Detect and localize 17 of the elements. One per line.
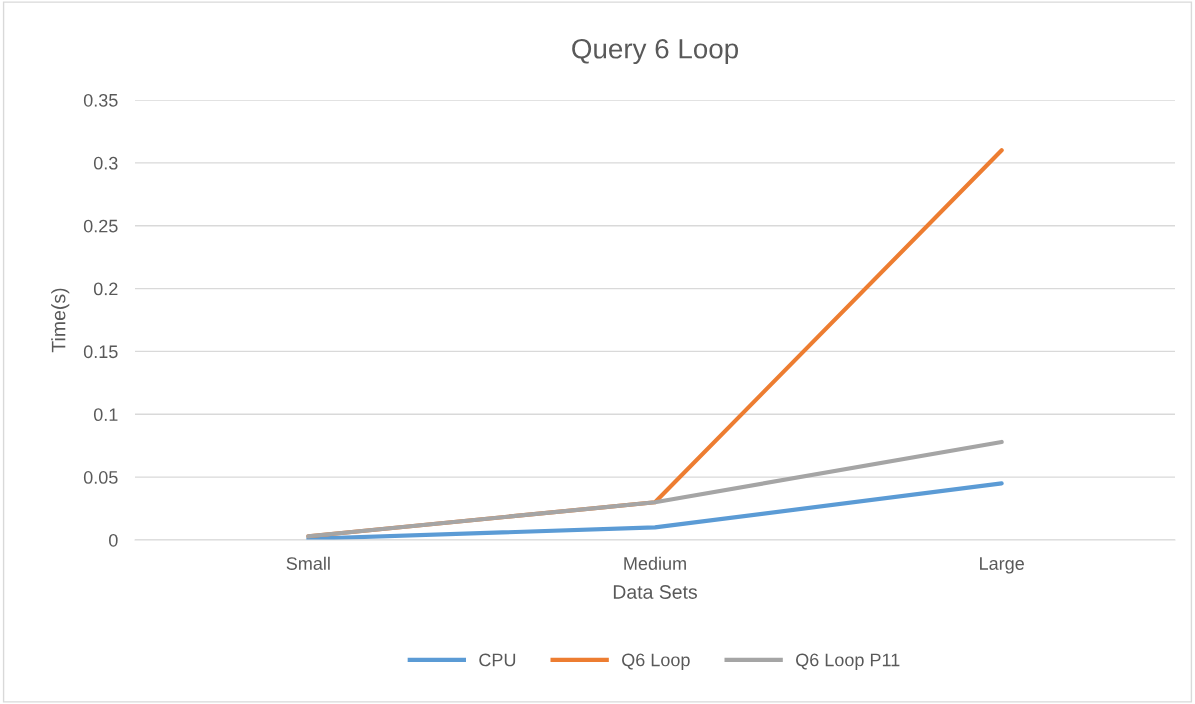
chart-title: Query 6 Loop: [572, 38, 738, 65]
y-tick-label: 0.25: [83, 219, 118, 233]
y-tick-label: 0.2: [93, 282, 118, 296]
y-tick-label: 0: [109, 533, 118, 547]
y-tick-label: 0.3: [93, 156, 118, 170]
y-axis-title: Time(s): [51, 288, 70, 353]
y-tick-label: 0.05: [83, 471, 118, 484]
y-tick-label: 0.1: [93, 408, 118, 422]
x-axis-title: Data Sets: [613, 585, 697, 599]
x-tick-label: Small: [286, 556, 330, 570]
y-tick-label: 0.35: [83, 93, 118, 107]
y-tick-label: 0.15: [83, 345, 118, 359]
x-tick-label: Large: [980, 557, 1024, 574]
legend-label: CPU: [479, 653, 516, 667]
legend-label: Q6 Loop P11: [796, 653, 900, 670]
legend-label: Q6 Loop: [622, 653, 690, 670]
x-tick-label: Medium: [624, 556, 686, 570]
